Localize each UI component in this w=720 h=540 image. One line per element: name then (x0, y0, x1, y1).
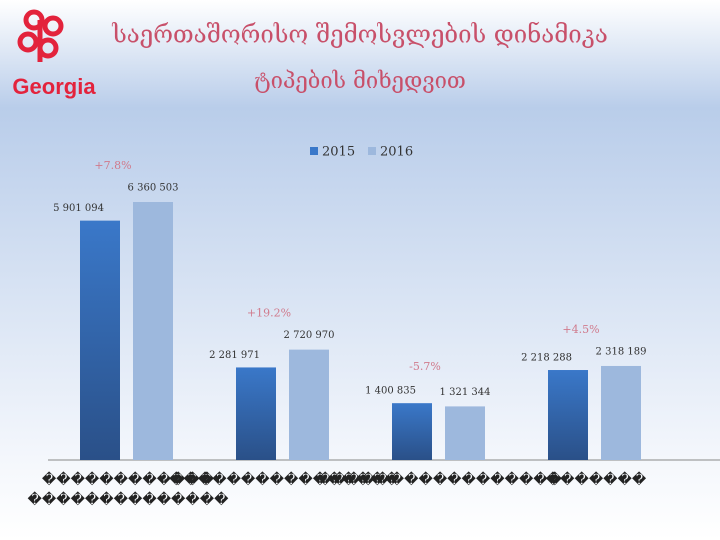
legend-label: 2016 (380, 145, 413, 160)
value-label: 6 360 503 (128, 183, 179, 194)
change-annotation: +7.8% (94, 159, 131, 172)
change-annotation: -5.7% (409, 360, 441, 373)
category-label: ������������ �������������� (28, 471, 230, 508)
value-label: 5 901 094 (53, 203, 104, 214)
value-label: 1 321 344 (440, 387, 491, 398)
title: საერთაშორისო შემოსვლების დინამიკა (111, 21, 608, 49)
category-label: ���������������� (169, 471, 399, 488)
value-label: 2 281 971 (209, 350, 260, 361)
bar (133, 202, 173, 460)
bar (445, 406, 485, 460)
bar (236, 367, 276, 460)
value-label: 2 720 970 (284, 330, 335, 341)
legend-label: 2015 (322, 145, 355, 160)
value-label: 2 218 288 (521, 353, 572, 364)
value-label: 1 400 835 (365, 386, 416, 397)
bar (548, 370, 588, 460)
legend-swatch (368, 147, 376, 155)
value-label: 2 318 189 (596, 346, 647, 357)
category-label: ������� (546, 471, 647, 488)
logo-text: Georgia (12, 74, 96, 99)
bar (601, 365, 641, 460)
bar (392, 403, 432, 460)
change-annotation: +4.5% (562, 323, 599, 336)
subtitle: ტიპების მიხედვით (254, 69, 466, 94)
bar (289, 349, 329, 460)
bar (80, 220, 120, 460)
logo-mark (17, 9, 64, 62)
legend-swatch (310, 147, 318, 155)
category-label: ����������������� (318, 471, 563, 488)
change-annotation: +19.2% (247, 307, 291, 320)
